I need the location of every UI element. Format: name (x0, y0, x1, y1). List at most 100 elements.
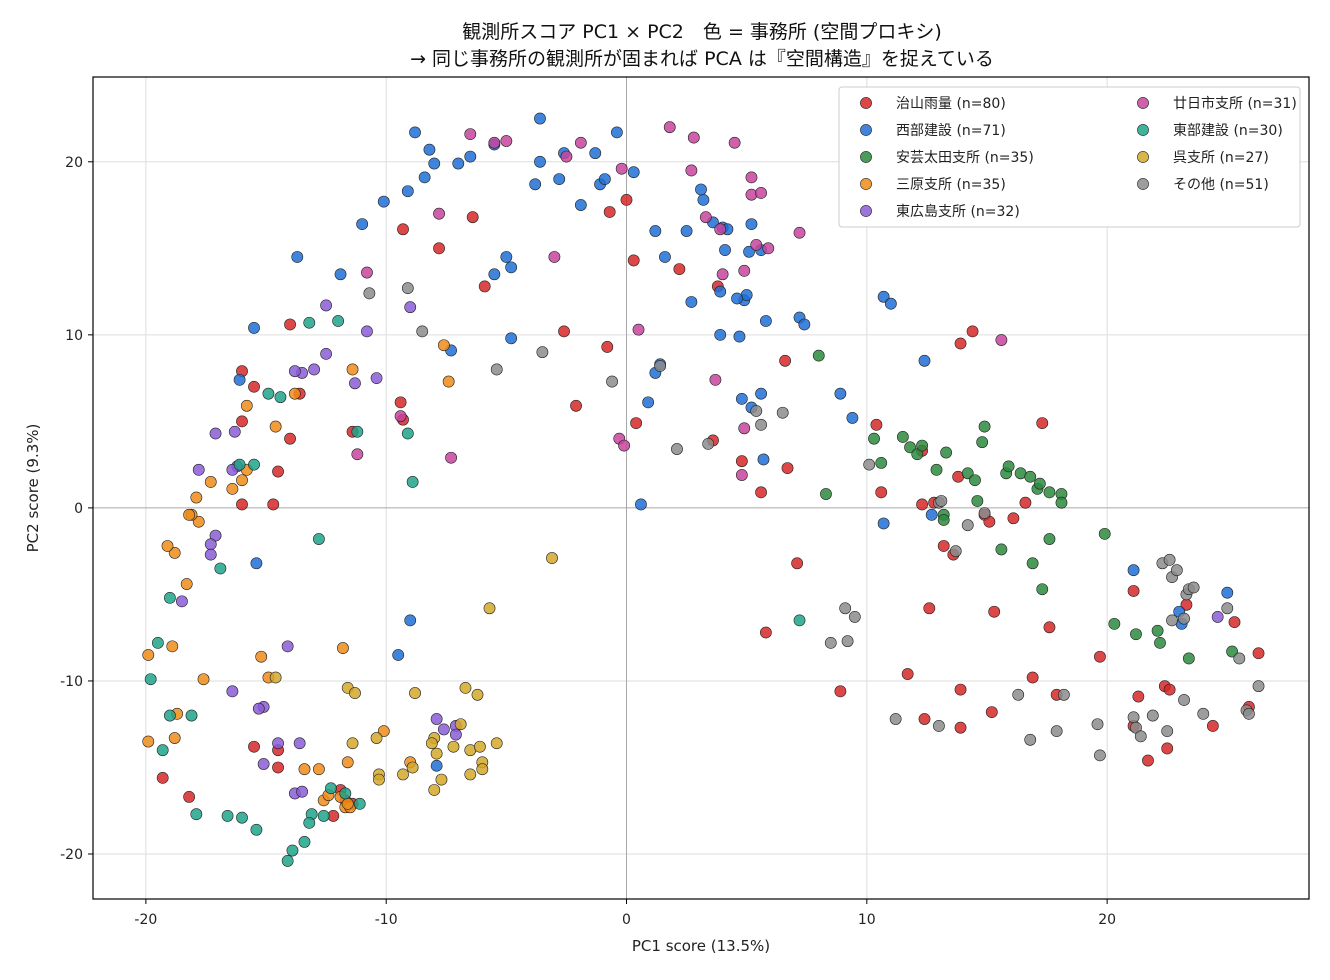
data-point (750, 405, 763, 417)
data-point (961, 519, 974, 532)
data-point (750, 238, 763, 251)
data-point (346, 737, 359, 750)
data-point (488, 136, 501, 149)
data-point (560, 150, 573, 163)
data-point (685, 296, 698, 308)
data-point (779, 354, 792, 367)
data-point (812, 349, 825, 362)
data-point (695, 183, 707, 196)
data-point (377, 725, 390, 738)
legend-marker (1137, 97, 1149, 109)
data-point (762, 242, 775, 255)
data-point (1036, 417, 1049, 430)
data-point (719, 244, 731, 256)
data-point (296, 785, 308, 798)
data-point (1166, 614, 1178, 627)
chart-title-line2: → 同じ事務所の観測所が固まれば PCA は『空間構造』を捉えている (410, 48, 994, 70)
data-point (291, 251, 304, 263)
x-tick-label: 10 (858, 912, 876, 928)
data-point (649, 225, 662, 237)
data-point (697, 193, 710, 206)
data-point (284, 432, 296, 445)
data-point (793, 614, 806, 627)
data-point (325, 782, 337, 795)
x-tick-label: 0 (622, 912, 631, 928)
data-point (262, 387, 275, 400)
data-point (269, 671, 282, 684)
data-point (1197, 707, 1210, 720)
data-point (337, 642, 349, 654)
data-point (1098, 527, 1111, 540)
data-point (397, 768, 409, 781)
data-point (930, 463, 943, 476)
data-point (401, 185, 414, 198)
data-point (442, 375, 455, 388)
data-point (536, 346, 549, 359)
data-point (454, 718, 467, 731)
data-point (1043, 621, 1056, 634)
legend-label: 廿日市支所 (n=31) (1173, 95, 1297, 112)
legend-marker (860, 151, 872, 163)
data-point (618, 439, 630, 452)
data-point (303, 816, 316, 829)
data-point (341, 756, 354, 769)
data-point (214, 562, 227, 575)
data-point (221, 810, 234, 822)
data-point (500, 135, 513, 147)
data-point (781, 462, 794, 474)
data-point (937, 540, 950, 552)
data-point (197, 673, 210, 686)
data-point (820, 488, 832, 500)
data-point (252, 702, 265, 715)
data-point (1163, 683, 1176, 696)
data-point (248, 322, 260, 334)
data-point (863, 458, 876, 471)
data-point (505, 261, 518, 274)
data-point (702, 437, 715, 450)
data-point (156, 744, 169, 757)
y-axis-label: PC2 score (9.3%) (24, 424, 42, 553)
data-point (954, 721, 967, 734)
data-point (1221, 602, 1234, 615)
data-point (341, 797, 354, 810)
data-point (363, 287, 376, 300)
data-point (233, 458, 246, 471)
data-point (548, 251, 561, 263)
data-point (476, 763, 489, 776)
data-point (733, 330, 746, 343)
series-2 (812, 349, 1238, 665)
data-point (192, 515, 205, 528)
data-point (632, 323, 645, 336)
data-point (1142, 754, 1154, 767)
data-point (923, 602, 936, 615)
data-point (449, 728, 462, 741)
data-point (1252, 680, 1265, 693)
data-point (877, 290, 890, 303)
data-point (918, 713, 931, 725)
data-point (286, 844, 299, 857)
data-point (1211, 611, 1224, 623)
data-point (1050, 725, 1063, 738)
data-point (166, 640, 179, 653)
data-point (671, 443, 683, 455)
data-point (925, 508, 938, 521)
x-tick-label: -20 (134, 912, 157, 928)
data-point (954, 337, 967, 350)
data-point (745, 188, 758, 201)
data-point (471, 688, 484, 701)
series-6 (144, 315, 806, 867)
data-point (546, 552, 558, 564)
data-point (685, 164, 698, 177)
data-point (180, 578, 193, 590)
y-tick-label: 0 (74, 501, 83, 517)
data-point (1127, 585, 1140, 597)
y-tick-label: 10 (65, 328, 83, 344)
data-point (759, 315, 772, 327)
data-point (272, 465, 284, 478)
data-point (1043, 533, 1056, 545)
data-point (142, 735, 155, 748)
data-point (610, 126, 623, 139)
data-point (642, 396, 655, 409)
legend-label: 東広島支所 (n=32) (896, 204, 1020, 220)
data-point (606, 375, 618, 388)
